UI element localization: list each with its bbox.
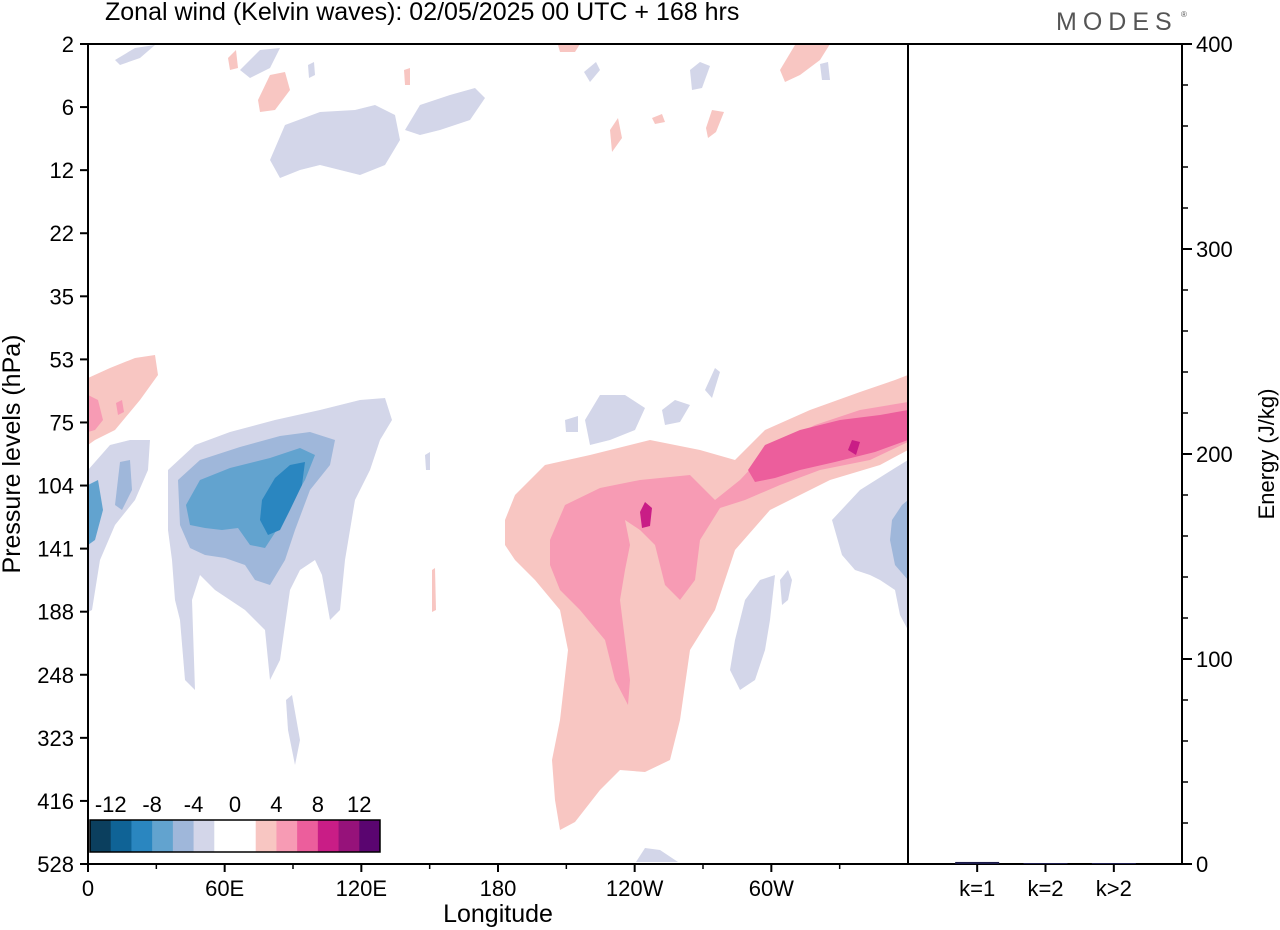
contour-westerly-10 bbox=[848, 440, 860, 455]
colorbar-swatch bbox=[338, 820, 360, 852]
energy-plot-frame bbox=[907, 43, 1183, 865]
colorbar-swatch bbox=[276, 820, 298, 852]
colorbar-swatch bbox=[110, 820, 132, 852]
pressure-tick-label: 188 bbox=[37, 600, 74, 625]
wavenumber-label: k>2 bbox=[1096, 876, 1132, 901]
colorbar-swatch bbox=[131, 820, 153, 852]
colorbar-label: -12 bbox=[95, 792, 127, 817]
pressure-tick-label: 2 bbox=[62, 32, 74, 57]
pressure-tick-label: 104 bbox=[37, 474, 74, 499]
pressure-tick-label: 248 bbox=[37, 663, 74, 688]
colorbar-swatch bbox=[317, 820, 340, 852]
pressure-tick-label: 75 bbox=[50, 410, 74, 435]
energy-bars bbox=[955, 861, 1136, 864]
pressure-tick-label: 22 bbox=[50, 221, 74, 246]
colorbar-label: 0 bbox=[229, 792, 241, 817]
contour-westerly-4-left bbox=[88, 355, 158, 445]
colorbar-swatch bbox=[235, 820, 257, 852]
contour-easterly-8 bbox=[260, 462, 305, 535]
colorbar-frame bbox=[89, 819, 381, 853]
wind-contour-field bbox=[88, 44, 908, 862]
colorbar-swatch bbox=[297, 820, 319, 852]
colorbar-swatch bbox=[152, 820, 174, 852]
wavenumber-labels: k=1 k=2 k>2 bbox=[959, 864, 1132, 901]
colorbar bbox=[89, 819, 381, 853]
energy-bar bbox=[955, 861, 1000, 864]
longitude-tick-label: 60E bbox=[205, 876, 244, 901]
energy-tick-label: 400 bbox=[1196, 32, 1233, 57]
pressure-tick-label: 323 bbox=[37, 726, 74, 751]
colorbar-label: 4 bbox=[270, 792, 282, 817]
pressure-tick-label: 53 bbox=[50, 347, 74, 372]
registered-mark-icon: ® bbox=[1181, 10, 1187, 19]
longitude-axis: 0 60E 120E 180 120W 60W bbox=[82, 864, 841, 901]
colorbar-swatch bbox=[214, 820, 236, 852]
x-axis-label: Longitude bbox=[443, 900, 553, 928]
longitude-tick-label: 120E bbox=[336, 876, 387, 901]
colorbar-swatch bbox=[359, 820, 381, 852]
colorbar-label: -4 bbox=[184, 792, 204, 817]
pressure-tick-label: 141 bbox=[37, 537, 74, 562]
pressure-tick-label: 35 bbox=[50, 284, 74, 309]
energy-tick-label: 100 bbox=[1196, 647, 1233, 672]
colorbar-label: -8 bbox=[142, 792, 162, 817]
colorbar-labels: -12 -8 -4 0 4 8 12 bbox=[95, 792, 372, 817]
energy-tick-label: 300 bbox=[1196, 237, 1233, 262]
wavenumber-label: k=1 bbox=[959, 876, 995, 901]
pressure-tick-label: 528 bbox=[37, 852, 74, 877]
energy-axis: 0 100 200 300 400 bbox=[1182, 32, 1233, 877]
y-axis-label: Pressure levels (hPa) bbox=[0, 335, 26, 574]
contour-westerly-8 bbox=[748, 410, 908, 482]
chart-title: Zonal wind (Kelvin waves): 02/05/2025 00… bbox=[105, 0, 740, 26]
contour-easterly-4 bbox=[115, 460, 132, 510]
colorbar-swatch bbox=[255, 820, 277, 852]
colorbar-label: 8 bbox=[312, 792, 324, 817]
contour-westerly-small bbox=[640, 502, 652, 528]
longitude-tick-label: 0 bbox=[82, 876, 94, 901]
colorbar-swatch bbox=[90, 820, 112, 852]
wavenumber-label: k=2 bbox=[1027, 876, 1063, 901]
longitude-tick-label: 180 bbox=[480, 876, 517, 901]
energy-bar bbox=[1023, 863, 1068, 864]
energy-tick-label: 200 bbox=[1196, 442, 1233, 467]
pressure-tick-label: 6 bbox=[62, 95, 74, 120]
pressure-tick-label: 416 bbox=[37, 789, 74, 814]
contour-westerly-6-left bbox=[88, 395, 103, 432]
longitude-tick-label: 60W bbox=[749, 876, 794, 901]
pressure-axis: 2 6 12 22 35 53 75 104 141 188 248 323 416 528 bbox=[37, 32, 88, 877]
colorbar-label: 12 bbox=[347, 792, 371, 817]
colorbar-swatch bbox=[193, 820, 215, 852]
colorbar-swatch bbox=[172, 820, 195, 852]
pressure-tick-label: 12 bbox=[50, 158, 74, 183]
energy-axis-label: Energy (J/kg) bbox=[1254, 389, 1279, 520]
energy-bar bbox=[1091, 863, 1136, 864]
modes-logo: MODES bbox=[1056, 8, 1178, 36]
contour-easterly-2 bbox=[88, 440, 150, 612]
energy-tick-label: 0 bbox=[1196, 852, 1208, 877]
longitude-tick-label: 120W bbox=[606, 876, 664, 901]
